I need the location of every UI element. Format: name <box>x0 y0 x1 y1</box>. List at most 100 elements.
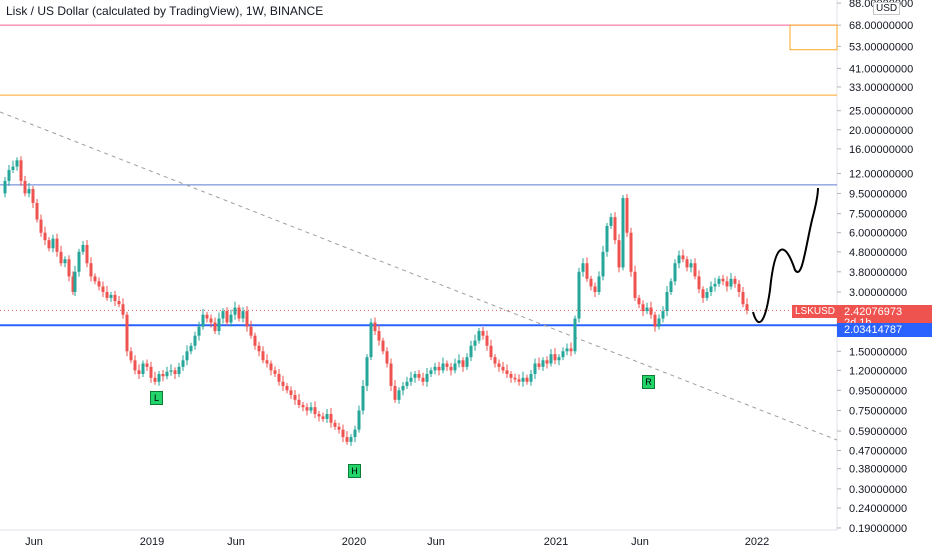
candle-body <box>105 292 109 298</box>
candle-body <box>489 345 493 358</box>
candle-body <box>673 263 677 282</box>
candle-body <box>281 381 285 386</box>
x-tick-label: 2020 <box>342 536 366 548</box>
y-tick-label: 0.30000000 <box>849 484 907 496</box>
y-tick-label: 1.20000000 <box>849 365 907 377</box>
candle-body <box>441 363 445 371</box>
candle-body <box>67 259 71 277</box>
candle-body <box>7 169 11 181</box>
candle-body <box>149 366 153 378</box>
y-tick-label: 12.00000000 <box>849 168 913 180</box>
candle-body <box>437 366 441 371</box>
candle-body <box>233 307 237 315</box>
candle-body <box>677 255 681 264</box>
x-tick-label: Jun <box>25 536 43 548</box>
y-tick-label: 0.38000000 <box>849 464 907 476</box>
candle-body <box>709 286 713 292</box>
candle-body <box>553 354 557 361</box>
candle-body <box>457 360 461 364</box>
candle-body <box>529 373 533 382</box>
candle-body <box>697 276 701 290</box>
candle-body <box>321 416 325 419</box>
pattern-label-right-shoulder[interactable]: R <box>642 375 655 389</box>
candle-body <box>597 276 601 292</box>
candle-body <box>261 351 265 361</box>
candle-body <box>237 307 241 319</box>
candle-body <box>701 289 705 298</box>
candle-body <box>325 414 329 419</box>
candle-body <box>581 263 585 272</box>
candle-body <box>181 360 185 367</box>
candle-body <box>193 335 197 346</box>
candle-body <box>417 373 421 378</box>
candle-body <box>245 311 249 327</box>
candle-body <box>525 377 529 382</box>
candle-body <box>3 180 7 194</box>
currency-button[interactable]: USD <box>873 2 901 15</box>
candle-body <box>365 357 369 386</box>
candle-body <box>729 278 733 287</box>
candle-body <box>277 373 281 382</box>
candle-body <box>85 244 89 264</box>
candle-body <box>229 314 233 323</box>
candle-body <box>689 263 693 268</box>
pattern-label-left-shoulder[interactable]: L <box>150 391 163 405</box>
candle-body <box>89 263 93 277</box>
chart-title: Lisk / US Dollar (calculated by TradingV… <box>6 4 324 18</box>
last-price-label: 2.42076973 <box>837 305 932 319</box>
y-tick-label: 16.00000000 <box>849 144 913 156</box>
candle-body <box>293 394 297 400</box>
candle-body <box>577 271 581 319</box>
candle-body <box>665 292 669 312</box>
candle-body <box>71 276 75 292</box>
candle-body <box>461 360 465 367</box>
y-tick-label: 68.00000000 <box>849 20 913 32</box>
candle-body <box>481 331 485 336</box>
candle-body <box>361 385 365 411</box>
candle-body <box>721 278 725 282</box>
candle-body <box>145 363 149 367</box>
candle-body <box>269 363 273 371</box>
candle-body <box>393 385 397 400</box>
candle-body <box>309 407 313 411</box>
candle-body <box>35 202 39 220</box>
candle-body <box>573 318 577 352</box>
y-tick-label: 20.00000000 <box>849 125 913 137</box>
y-tick-label: 25.00000000 <box>849 106 913 118</box>
y-tick-label: 0.95000000 <box>849 385 907 397</box>
candle-body <box>97 281 101 287</box>
y-tick-label: 4.80000000 <box>849 247 907 259</box>
pattern-label-head[interactable]: H <box>348 464 361 478</box>
candle-body <box>733 278 737 284</box>
candle-body <box>59 251 63 264</box>
candle-body <box>653 314 657 327</box>
candle-body <box>465 357 469 367</box>
y-tick-label: 7.50000000 <box>849 209 907 221</box>
candle-body <box>349 437 353 442</box>
y-tick-label: 41.00000000 <box>849 63 913 75</box>
candle-body <box>493 357 497 364</box>
candle-body <box>165 371 169 377</box>
candle-body <box>549 354 553 364</box>
candle-body <box>685 259 689 268</box>
x-tick-label: Jun <box>631 536 649 548</box>
candle-body <box>517 379 521 382</box>
trendline <box>0 111 838 441</box>
candle-body <box>505 370 509 374</box>
candle-body <box>241 311 245 319</box>
candle-body <box>27 189 31 194</box>
candle-body <box>129 351 133 361</box>
candle-body <box>253 335 257 346</box>
x-tick-label: Jun <box>227 536 245 548</box>
candle-body <box>409 377 413 382</box>
candle-body <box>63 259 67 264</box>
y-tick-label: 1.50000000 <box>849 346 907 358</box>
candle-body <box>497 363 501 367</box>
candle-body <box>161 373 165 377</box>
candle-body <box>605 225 609 252</box>
candle-body <box>285 385 289 391</box>
candle-body <box>601 251 605 277</box>
y-tick-label: 6.00000000 <box>849 228 907 240</box>
candle-body <box>169 370 173 372</box>
